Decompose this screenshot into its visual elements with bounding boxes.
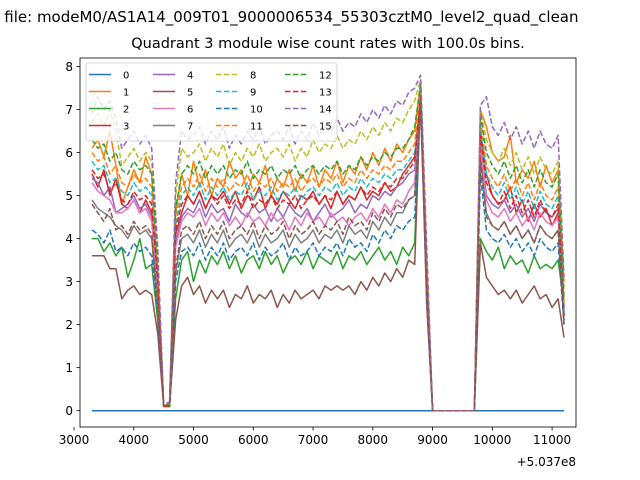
legend-label-2: 2	[123, 105, 129, 116]
legend-label-13: 13	[319, 88, 332, 99]
axes-frame	[79, 57, 577, 428]
legend-label-10: 10	[250, 105, 263, 116]
series-line-15	[91, 100, 565, 412]
y-tick-label: 1	[65, 361, 73, 375]
legend-label-8: 8	[250, 71, 256, 82]
x-offset-label: +5.037e8	[517, 455, 576, 469]
x-tick-label: 3000	[59, 433, 90, 447]
y-tick-label: 3	[65, 275, 73, 289]
legend-label-3: 3	[123, 122, 129, 133]
legend-label-14: 14	[319, 105, 332, 116]
legend-label-0: 0	[123, 71, 129, 82]
y-tick-label: 7	[65, 103, 73, 117]
x-tick-label: 9000	[417, 433, 448, 447]
x-tick-label: 4000	[119, 433, 150, 447]
legend-label-1: 1	[123, 88, 129, 99]
y-tick-label: 5	[65, 189, 73, 203]
series-line-12	[91, 83, 565, 412]
x-tick-label: 10000	[473, 433, 511, 447]
legend-label-11: 11	[250, 122, 263, 133]
x-tick-label: 11000	[533, 433, 571, 447]
legend-label-5: 5	[187, 88, 193, 99]
x-tick-label: 6000	[238, 433, 269, 447]
legend-label-7: 7	[187, 122, 193, 133]
legend-box	[85, 62, 338, 142]
legend-label-4: 4	[187, 71, 193, 82]
y-tick-label: 2	[65, 318, 73, 332]
legend-label-15: 15	[319, 122, 332, 133]
y-tick-label: 6	[65, 146, 73, 160]
x-tick-label: 7000	[298, 433, 329, 447]
legend-label-9: 9	[250, 88, 256, 99]
series-line-9	[91, 91, 565, 412]
legend-label-6: 6	[187, 105, 193, 116]
x-tick-label: 5000	[178, 433, 209, 447]
y-tick-label: 8	[65, 60, 73, 74]
y-tick-label: 0	[65, 404, 73, 418]
chart-title: Quadrant 3 module wise count rates with …	[131, 36, 525, 52]
figure-suptitle: n file: modeM0/AS1A14_009T01_9000006534_…	[0, 8, 579, 26]
y-tick-label: 4	[65, 232, 73, 246]
legend-label-12: 12	[319, 71, 332, 82]
x-tick-label: 8000	[358, 433, 389, 447]
